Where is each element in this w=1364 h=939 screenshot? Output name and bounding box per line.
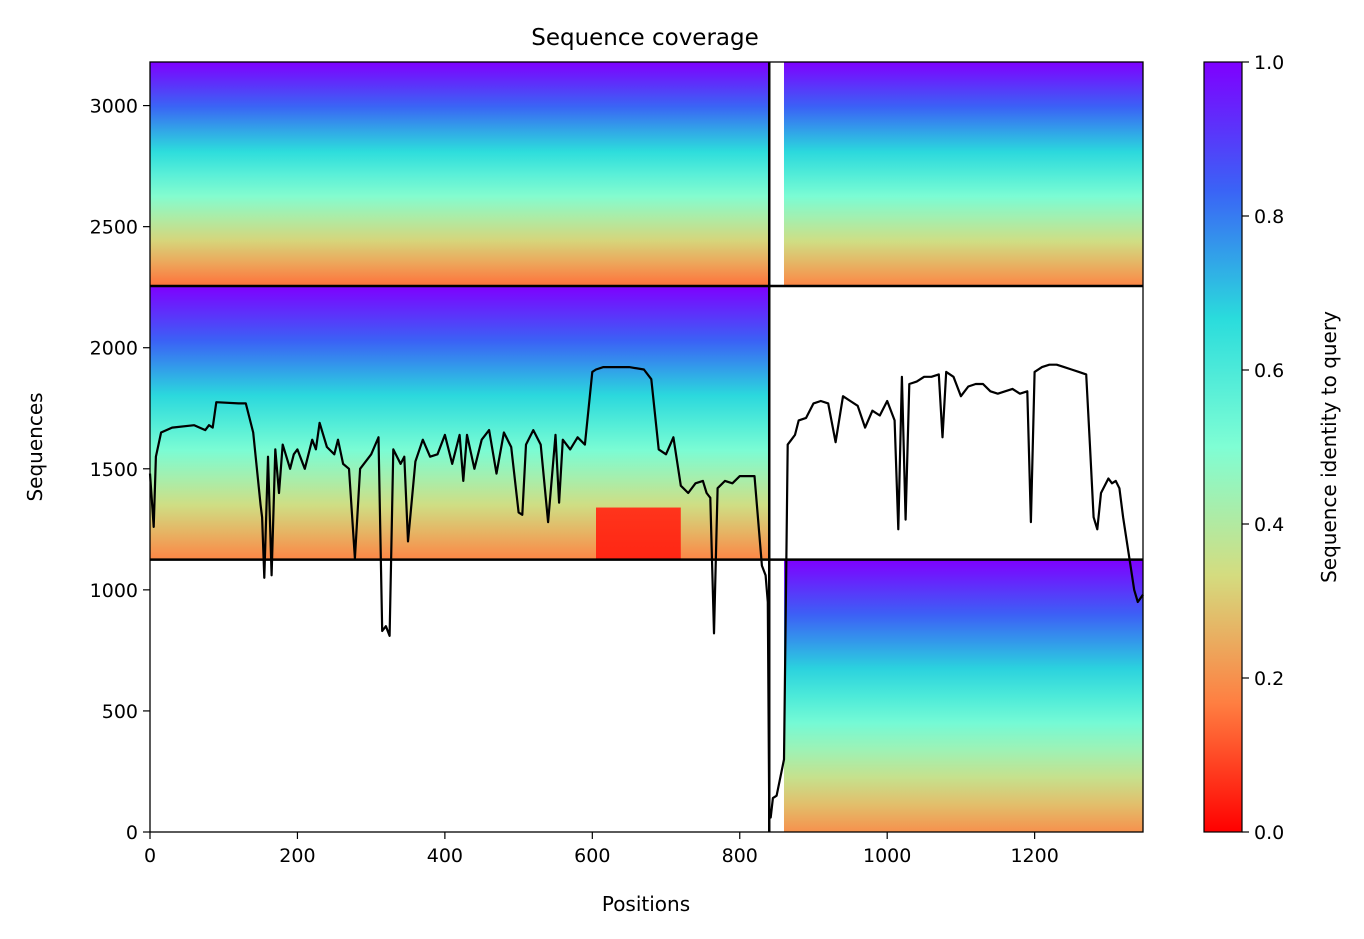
coverage-block — [783, 62, 1143, 286]
x-axis: 0 200 400 600 800 1000 1200 — [144, 832, 1059, 867]
x-tick-label: 400 — [427, 845, 463, 867]
y-tick-label: 1500 — [90, 459, 138, 481]
y-tick-label: 2000 — [90, 338, 138, 360]
colorbar-tick-label: 0.6 — [1254, 360, 1284, 382]
x-axis-label: Positions — [602, 892, 690, 916]
colorbar-tick-label: 0.4 — [1254, 514, 1284, 536]
coverage-block — [596, 507, 681, 560]
coverage-line — [148, 363, 1144, 819]
colorbar: 0.0 0.2 0.4 0.6 0.8 1.0 — [1203, 52, 1284, 844]
y-axis: 0 500 1000 1500 2000 2500 3000 — [90, 96, 150, 844]
y-axis-label: Sequences — [23, 392, 47, 501]
x-tick-label: 200 — [279, 845, 315, 867]
plot-frame — [149, 61, 1144, 833]
x-tick-label: 1000 — [863, 845, 911, 867]
y-tick-label: 500 — [102, 701, 138, 723]
colorbar-label: Sequence identity to query — [1317, 311, 1341, 583]
coverage-block — [783, 559, 1143, 832]
chart-title: Sequence coverage — [531, 25, 759, 51]
x-tick-label: 800 — [722, 845, 758, 867]
colorbar-tick-label: 0.0 — [1254, 822, 1284, 844]
coverage-block — [150, 62, 770, 286]
x-tick-label: 0 — [144, 845, 156, 867]
colorbar-tick-label: 1.0 — [1254, 52, 1284, 74]
x-tick-label: 1200 — [1010, 845, 1058, 867]
y-tick-label: 2500 — [90, 217, 138, 239]
y-tick-label: 1000 — [90, 580, 138, 602]
y-tick-label: 3000 — [90, 96, 138, 118]
colorbar-tick-label: 0.8 — [1254, 206, 1284, 228]
y-tick-label: 0 — [126, 822, 138, 844]
colorbar-gradient — [1203, 61, 1243, 833]
colorbar-tick-label: 0.2 — [1254, 668, 1284, 690]
plot-area — [148, 61, 1144, 833]
x-tick-label: 600 — [574, 845, 610, 867]
